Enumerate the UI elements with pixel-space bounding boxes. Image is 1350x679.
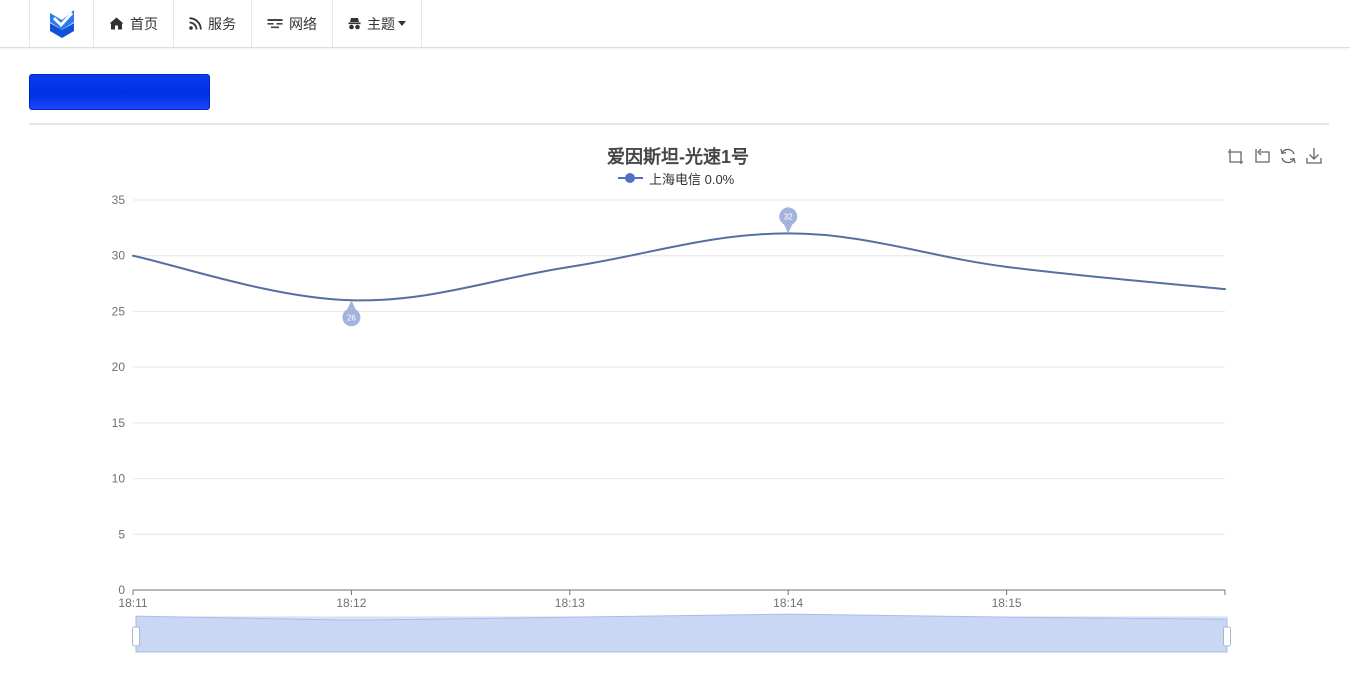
datazoom-handle-right[interactable] (1223, 626, 1231, 647)
datazoom-preview (135, 613, 1228, 653)
y-tick-label: 10 (112, 472, 126, 486)
chart-toolbox (1226, 146, 1324, 166)
x-tick-label: 18:12 (336, 596, 366, 610)
brand-logo[interactable] (29, 0, 94, 47)
data-point (1224, 288, 1226, 291)
y-tick-label: 35 (112, 193, 126, 207)
chart-legend-item[interactable]: 上海电信 0.0% (618, 169, 734, 187)
network-icon (267, 18, 283, 28)
rss-icon (189, 17, 202, 30)
nav-label-network: 网络 (289, 15, 317, 32)
restore-icon[interactable] (1278, 146, 1298, 166)
mark-point-min (342, 308, 361, 327)
x-tick-label: 18:15 (992, 596, 1022, 610)
nav-item-service[interactable]: 服务 (174, 0, 252, 47)
primary-action-button[interactable] (29, 74, 210, 110)
x-tick-label: 18:13 (555, 596, 585, 610)
nav-item-network[interactable]: 网络 (252, 0, 333, 47)
y-tick-label: 20 (112, 360, 126, 374)
navbar: 首页 服务 网络 主题 (0, 0, 1350, 48)
legend-marker-icon (618, 171, 643, 185)
y-tick-label: 0 (118, 583, 125, 597)
nav-item-theme[interactable]: 主题 (333, 0, 422, 47)
mark-point-max (779, 207, 798, 226)
nav-label-home: 首页 (130, 15, 158, 32)
logo-icon (49, 9, 74, 38)
nav-label-theme: 主题 (367, 15, 395, 32)
y-tick-label: 15 (112, 416, 126, 430)
mark-point-label: 26 (347, 313, 356, 322)
datazoom-handle-left[interactable] (132, 626, 140, 647)
y-tick-label: 30 (112, 249, 126, 263)
main-nav: 首页 服务 网络 主题 (94, 0, 422, 47)
x-tick-label: 18:11 (118, 596, 147, 610)
y-tick-label: 5 (118, 527, 125, 541)
data-point (132, 254, 134, 257)
zoom-reset-icon[interactable] (1252, 146, 1272, 166)
legend-label: 上海电信 0.0% (649, 171, 735, 187)
chart-title: 爱因斯坦-光速1号 (606, 147, 749, 167)
nav-label-service: 服务 (208, 15, 236, 32)
section-divider (29, 123, 1329, 125)
download-icon[interactable] (1304, 146, 1324, 166)
x-tick-label: 18:14 (773, 596, 803, 610)
data-point (568, 265, 571, 268)
data-point (1005, 265, 1008, 268)
series-line (132, 232, 1226, 302)
y-tick-label: 25 (112, 304, 126, 318)
home-icon (109, 17, 124, 30)
theme-icon (348, 18, 361, 30)
mark-point-label: 32 (784, 212, 793, 221)
nav-item-home[interactable]: 首页 (94, 0, 174, 47)
chevron-down-icon (398, 21, 406, 26)
zoom-icon[interactable] (1226, 146, 1246, 166)
